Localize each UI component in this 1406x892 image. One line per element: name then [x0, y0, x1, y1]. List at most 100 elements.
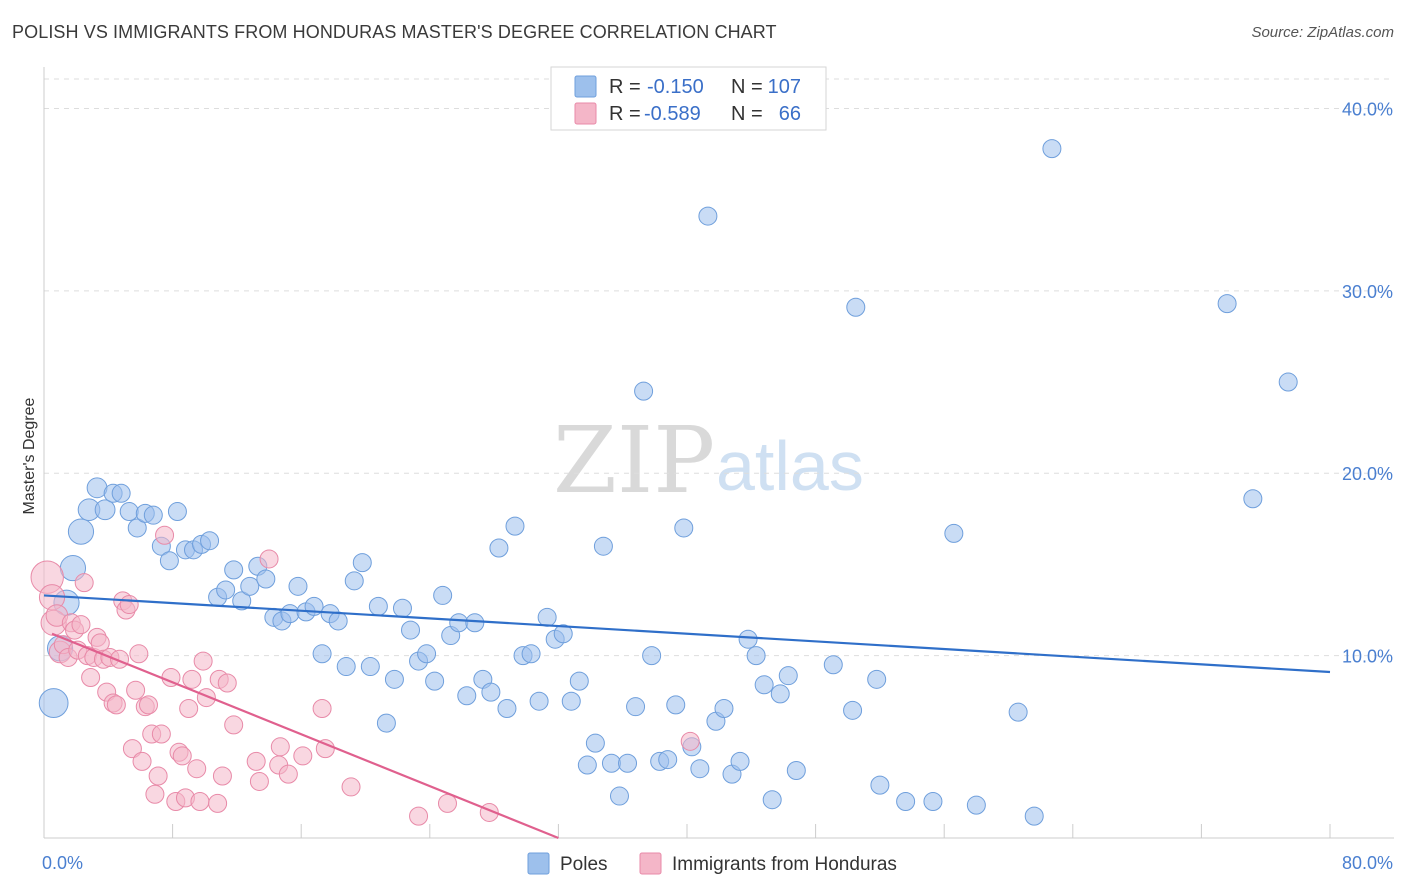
data-point	[786, 761, 806, 781]
data-point	[762, 790, 782, 810]
data-point	[155, 525, 175, 545]
data-point	[212, 766, 232, 786]
data-point	[216, 580, 236, 600]
data-point	[497, 699, 517, 719]
data-point	[642, 646, 662, 666]
y-tick-label: 20.0%	[1342, 464, 1393, 484]
legend-n-value-poles: 107	[768, 76, 801, 98]
watermark: ZIP atlas	[553, 407, 864, 514]
data-point	[167, 502, 187, 522]
data-point	[746, 646, 766, 666]
data-point	[193, 651, 213, 671]
data-point	[190, 792, 210, 812]
data-point	[293, 746, 313, 766]
data-point	[232, 591, 252, 611]
data-point	[674, 518, 694, 538]
data-point	[376, 713, 396, 733]
data-point	[481, 682, 501, 702]
y-axis-label: Master's Degree	[21, 397, 38, 514]
data-point	[770, 684, 790, 704]
data-point	[240, 576, 260, 596]
data-point	[666, 695, 686, 715]
series-1-points	[30, 525, 700, 826]
data-point	[384, 669, 404, 689]
data-point	[409, 806, 429, 826]
legend-swatch-honduras	[574, 102, 597, 125]
data-point	[634, 381, 654, 401]
legend-r-value-honduras: -0.589	[644, 103, 701, 125]
data-point	[119, 595, 139, 615]
data-point	[1024, 806, 1044, 826]
data-point	[537, 607, 557, 627]
data-point	[341, 777, 361, 797]
data-point	[846, 297, 866, 317]
legend: R = -0.150 N = 107 R = -0.589 N = 66	[550, 66, 827, 131]
trend-line-1	[51, 632, 559, 840]
bottom-legend-label-poles: Poles	[560, 854, 608, 875]
data-point	[714, 699, 734, 719]
data-point	[74, 573, 94, 593]
data-point	[465, 613, 485, 633]
data-point	[259, 549, 279, 569]
data-point	[336, 657, 356, 677]
data-point	[71, 615, 91, 635]
data-point	[126, 680, 146, 700]
data-point	[187, 759, 207, 779]
data-point	[208, 793, 228, 813]
data-point	[437, 793, 457, 813]
data-point	[111, 483, 131, 503]
data-point	[1042, 139, 1062, 159]
bottom-legend-label-honduras: Immigrants from Honduras	[672, 854, 897, 875]
data-point	[1008, 702, 1028, 722]
data-point	[730, 751, 750, 771]
data-point	[896, 792, 916, 812]
data-point	[270, 737, 290, 757]
data-point	[151, 724, 171, 744]
data-point	[823, 655, 843, 675]
data-point	[217, 673, 237, 693]
data-point	[561, 691, 581, 711]
data-point	[618, 753, 638, 773]
data-point	[658, 750, 678, 770]
data-point	[680, 731, 700, 751]
series-0-points	[38, 139, 1298, 826]
data-point	[143, 505, 163, 525]
data-point	[401, 620, 421, 640]
data-point	[328, 611, 348, 631]
data-point	[1217, 294, 1237, 314]
data-point	[521, 644, 541, 664]
data-point	[593, 536, 613, 556]
legend-n-label-poles: N =	[731, 76, 763, 98]
legend-box	[550, 66, 827, 131]
bottom-legend: Poles Immigrants from Honduras	[527, 852, 897, 875]
data-point	[119, 502, 139, 522]
data-point	[433, 585, 453, 605]
legend-n-value-honduras: 66	[779, 103, 801, 125]
data-point	[843, 700, 863, 720]
watermark-zip: ZIP	[553, 407, 715, 514]
data-point	[738, 629, 758, 649]
data-point	[690, 759, 710, 779]
legend-r-label-honduras: R =	[609, 103, 641, 125]
y-tick-label: 30.0%	[1342, 282, 1393, 302]
legend-r-value-poles: -0.150	[647, 76, 704, 98]
data-point	[148, 766, 168, 786]
data-point	[129, 644, 149, 664]
data-point	[609, 786, 629, 806]
data-point	[249, 771, 269, 791]
data-point	[585, 733, 605, 753]
data-point	[145, 784, 165, 804]
data-point	[127, 518, 147, 538]
data-point	[569, 671, 589, 691]
data-point	[529, 691, 549, 711]
data-point	[457, 686, 477, 706]
y-tick-label: 40.0%	[1342, 99, 1393, 119]
trend-line-0	[43, 594, 1331, 674]
gridlines	[44, 78, 1394, 657]
data-point	[106, 695, 126, 715]
data-point	[312, 644, 332, 664]
data-point	[368, 596, 388, 616]
data-point	[867, 669, 887, 689]
data-point	[944, 523, 964, 543]
